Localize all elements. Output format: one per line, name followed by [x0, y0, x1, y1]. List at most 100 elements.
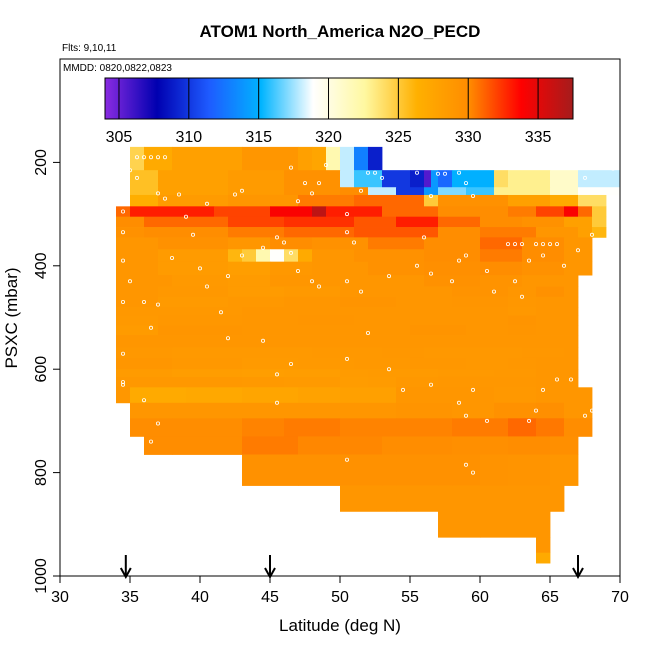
heatmap-cell — [326, 206, 383, 218]
observation-point — [484, 418, 489, 423]
observation-point — [513, 279, 518, 284]
observation-point — [463, 181, 468, 186]
heatmap-cell — [340, 296, 397, 308]
observation-point — [365, 330, 370, 335]
observation-point — [534, 408, 539, 413]
heatmap-cell — [228, 187, 285, 196]
heatmap-cell — [508, 485, 551, 512]
heatmap-cell — [396, 369, 439, 378]
observation-point — [232, 192, 237, 197]
heatmap-cell — [270, 237, 313, 250]
heatmap-cell — [354, 249, 425, 263]
heatmap-cell — [410, 325, 467, 336]
heatmap-cell — [564, 402, 593, 419]
heatmap-cell — [116, 286, 159, 298]
observation-point — [414, 170, 419, 175]
heatmap-cell — [158, 286, 229, 298]
heatmap-cell — [242, 369, 285, 378]
heatmap-cell — [116, 307, 159, 316]
heatmap-cell — [354, 315, 411, 326]
observation-point — [155, 191, 160, 196]
heatmap-cell — [284, 418, 341, 437]
heatmap-cell — [452, 402, 495, 419]
observation-point — [379, 175, 384, 180]
heatmap-cell — [284, 296, 341, 308]
heatmap-cell — [550, 170, 579, 188]
heatmap-cell — [312, 347, 383, 359]
observation-point — [121, 258, 126, 263]
chart-title: ATOM1 North_America N2O_PECD — [200, 22, 481, 41]
y-tick-label: 200 — [33, 149, 50, 176]
observation-point — [169, 255, 174, 260]
colorbar-gradient — [104, 77, 574, 120]
observation-point — [576, 248, 581, 253]
heatmap-cell — [452, 296, 509, 308]
heatmap-cell — [536, 376, 579, 388]
heatmap-cell — [536, 418, 565, 437]
heatmap-cell — [536, 552, 551, 564]
heatmap-cell — [438, 194, 509, 207]
heatmap-cell — [256, 249, 271, 263]
observation-point — [134, 175, 139, 180]
heatmap-cell — [578, 194, 607, 207]
heatmap-cell — [508, 206, 537, 218]
observation-point — [442, 171, 447, 176]
heatmap-cell — [592, 206, 607, 218]
observation-point — [225, 336, 230, 341]
heatmap-cell — [116, 387, 131, 404]
observation-point — [470, 193, 475, 198]
heatmap-cell — [480, 261, 523, 276]
heatmap-cell — [536, 296, 579, 308]
heatmap-cell — [382, 347, 425, 359]
heatmap-cell — [354, 216, 397, 228]
observation-point — [288, 250, 293, 255]
observation-point — [463, 253, 468, 258]
dates-note: MMDD: 0820,0822,0823 — [63, 63, 172, 74]
heatmap-cell — [116, 347, 173, 359]
heatmap-cell — [242, 249, 257, 263]
observation-point — [176, 192, 181, 197]
observation-point — [218, 310, 223, 315]
heatmap-cell — [158, 325, 243, 336]
heatmap-cell — [410, 357, 467, 370]
heatmap-cell — [298, 357, 355, 370]
heatmap-cell — [424, 170, 432, 188]
flight-arrow — [119, 555, 132, 580]
heatmap-cell — [438, 376, 495, 388]
flight-arrow — [572, 555, 584, 580]
observation-point — [555, 242, 560, 247]
observation-point — [386, 274, 391, 279]
observation-point — [302, 181, 307, 186]
heatmap-cell — [312, 275, 369, 287]
x-axis-label: Latitude (deg N) — [279, 616, 401, 635]
observation-point — [155, 421, 160, 426]
heatmap-cell — [144, 436, 173, 455]
observation-point — [239, 188, 244, 193]
colorbar-tick-label: 315 — [245, 129, 272, 146]
observation-point — [134, 155, 139, 160]
heatmap-cell — [242, 315, 299, 326]
heatmap-cell — [480, 511, 537, 538]
heatmap-cell — [130, 206, 215, 218]
observation-point — [121, 351, 126, 356]
heatmap-cell — [242, 387, 299, 404]
observation-point — [288, 361, 293, 366]
heatmap-cell — [228, 170, 285, 188]
observation-point — [456, 400, 461, 405]
heatmap-cell — [340, 418, 397, 437]
heatmap-cell — [578, 170, 621, 188]
heatmap-cell — [172, 402, 243, 419]
heatmap-cell — [228, 249, 243, 263]
observation-point — [562, 263, 567, 268]
heatmap-cell — [382, 436, 453, 455]
observation-point — [323, 162, 328, 167]
heatmap-cell — [466, 357, 509, 370]
heatmap-cell — [466, 315, 509, 326]
heatmap-cell — [130, 402, 173, 419]
heatmap-cell — [494, 187, 551, 196]
heatmap-cell — [382, 206, 439, 218]
heatmap-cell — [116, 376, 173, 388]
observation-point — [513, 242, 518, 247]
observation-point — [309, 279, 314, 284]
heatmap-cell — [508, 194, 551, 207]
